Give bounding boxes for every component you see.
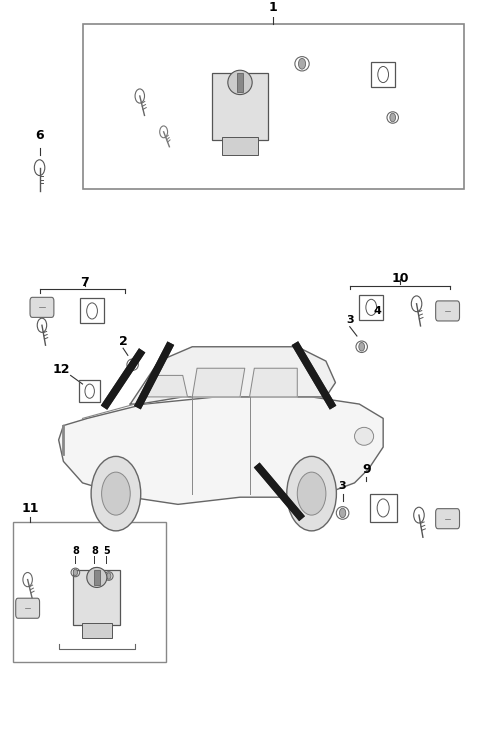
Bar [360,295,383,320]
Text: 12: 12 [52,363,70,376]
Text: 8: 8 [72,546,79,556]
Polygon shape [144,376,188,397]
Bar [82,623,112,638]
Circle shape [91,456,141,531]
Circle shape [339,508,346,517]
FancyBboxPatch shape [16,598,39,618]
Circle shape [107,573,111,579]
Polygon shape [250,368,297,397]
Text: 9: 9 [362,464,371,476]
Polygon shape [130,347,336,404]
Text: 6: 6 [35,129,44,142]
Text: 2: 2 [119,334,128,348]
Circle shape [92,569,96,576]
Bar [79,380,100,402]
Circle shape [390,113,396,122]
Polygon shape [192,368,245,397]
Text: 8: 8 [91,546,98,556]
Bar [73,570,120,625]
Bar [13,523,166,662]
Text: 3: 3 [339,481,347,492]
Bar [370,494,396,522]
Bar [80,298,104,323]
Circle shape [287,456,336,531]
Bar [83,24,464,189]
FancyBboxPatch shape [436,509,459,528]
Circle shape [102,472,130,515]
Circle shape [73,569,77,576]
Text: 4: 4 [373,306,382,316]
Bar [212,74,268,140]
Circle shape [299,58,306,69]
Bar [237,74,243,92]
FancyBboxPatch shape [436,301,459,321]
Text: 7: 7 [81,276,89,289]
Text: 5: 5 [103,546,110,556]
Bar [94,570,99,585]
Bar [222,137,258,156]
Text: 11: 11 [21,502,39,515]
Ellipse shape [355,427,373,445]
Circle shape [297,472,326,515]
Circle shape [359,343,364,351]
Polygon shape [59,397,383,504]
Ellipse shape [87,567,107,587]
Text: 10: 10 [391,272,408,285]
Bar [371,62,395,87]
Circle shape [130,360,135,369]
FancyBboxPatch shape [30,298,54,318]
Text: 1: 1 [269,1,278,14]
Text: 3: 3 [346,315,354,325]
Ellipse shape [228,71,252,95]
